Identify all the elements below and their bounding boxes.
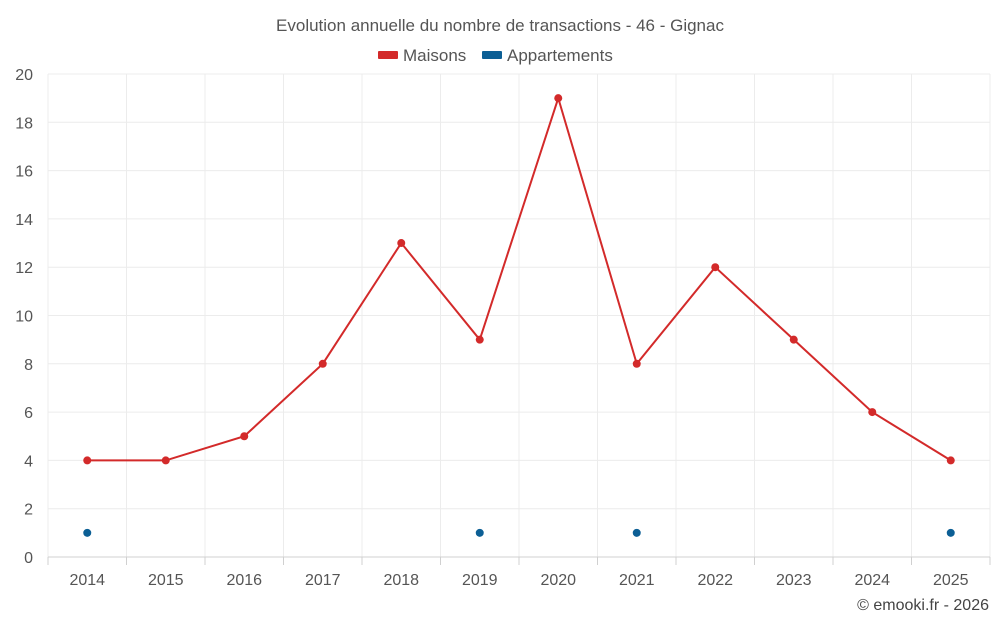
legend-item-appartements[interactable]: Appartements [482, 46, 613, 65]
data-point-maisons-2019[interactable] [475, 335, 484, 344]
legend-label-appartements: Appartements [507, 46, 613, 65]
y-tick-label-0: 0 [24, 550, 33, 567]
x-tick-label-2021: 2021 [619, 572, 655, 589]
data-point-maisons-2021[interactable] [632, 359, 641, 368]
x-tick-label-2014: 2014 [69, 572, 105, 589]
legend-label-maisons: Maisons [403, 46, 466, 65]
x-tick-label-2022: 2022 [697, 572, 733, 589]
chart-title: Evolution annuelle du nombre de transact… [276, 16, 724, 35]
legend-swatch-maisons [378, 51, 398, 59]
series-line-maisons [87, 94, 952, 462]
x-tick-label-2024: 2024 [854, 572, 890, 589]
series [83, 94, 955, 537]
data-point-maisons-2016[interactable] [240, 432, 249, 441]
data-point-maisons-2023[interactable] [789, 335, 798, 344]
data-point-maisons-2015[interactable] [161, 456, 170, 465]
y-tick-label-8: 8 [24, 357, 33, 374]
x-tick-label-2016: 2016 [226, 572, 262, 589]
x-tick-label-2018: 2018 [383, 572, 419, 589]
x-tick-label-2017: 2017 [305, 572, 341, 589]
data-point-appartements-2021[interactable] [632, 528, 641, 537]
data-point-appartements-2014[interactable] [83, 528, 92, 537]
data-point-maisons-2020[interactable] [554, 94, 563, 103]
data-point-maisons-2022[interactable] [711, 263, 720, 272]
y-tick-label-18: 18 [15, 115, 33, 132]
y-tick-label-20: 20 [15, 67, 33, 84]
x-tick-label-2015: 2015 [148, 572, 184, 589]
y-tick-label-6: 6 [24, 405, 33, 422]
series-maisons [83, 94, 955, 465]
x-tick-label-2025: 2025 [933, 572, 969, 589]
y-tick-label-14: 14 [15, 212, 33, 229]
credit-text: © emooki.fr - 2026 [857, 597, 989, 614]
grid [47, 73, 991, 557]
x-tick-label-2020: 2020 [540, 572, 576, 589]
y-tick-label-4: 4 [24, 453, 33, 470]
x-tick-label-2019: 2019 [462, 572, 498, 589]
data-point-maisons-2017[interactable] [318, 359, 327, 368]
series-appartements [83, 528, 955, 537]
y-tick-label-2: 2 [24, 502, 33, 519]
data-point-maisons-2014[interactable] [83, 456, 92, 465]
data-point-maisons-2018[interactable] [397, 239, 406, 248]
data-point-appartements-2019[interactable] [475, 528, 484, 537]
x-tick-label-2023: 2023 [776, 572, 812, 589]
data-point-maisons-2025[interactable] [946, 456, 955, 465]
y-tick-label-10: 10 [15, 309, 33, 326]
y-tick-label-16: 16 [15, 164, 33, 181]
axes: 0 2 4 6 8 10 12 14 16 18 20 2014 2015 2016 2017 2018 201… [15, 67, 991, 589]
data-point-maisons-2024[interactable] [868, 408, 877, 417]
legend-item-maisons[interactable]: Maisons [378, 46, 466, 65]
data-point-appartements-2025[interactable] [946, 528, 955, 537]
legend: Maisons Appartements [378, 46, 613, 65]
y-tick-label-12: 12 [15, 260, 33, 277]
legend-swatch-appartements [482, 51, 502, 59]
